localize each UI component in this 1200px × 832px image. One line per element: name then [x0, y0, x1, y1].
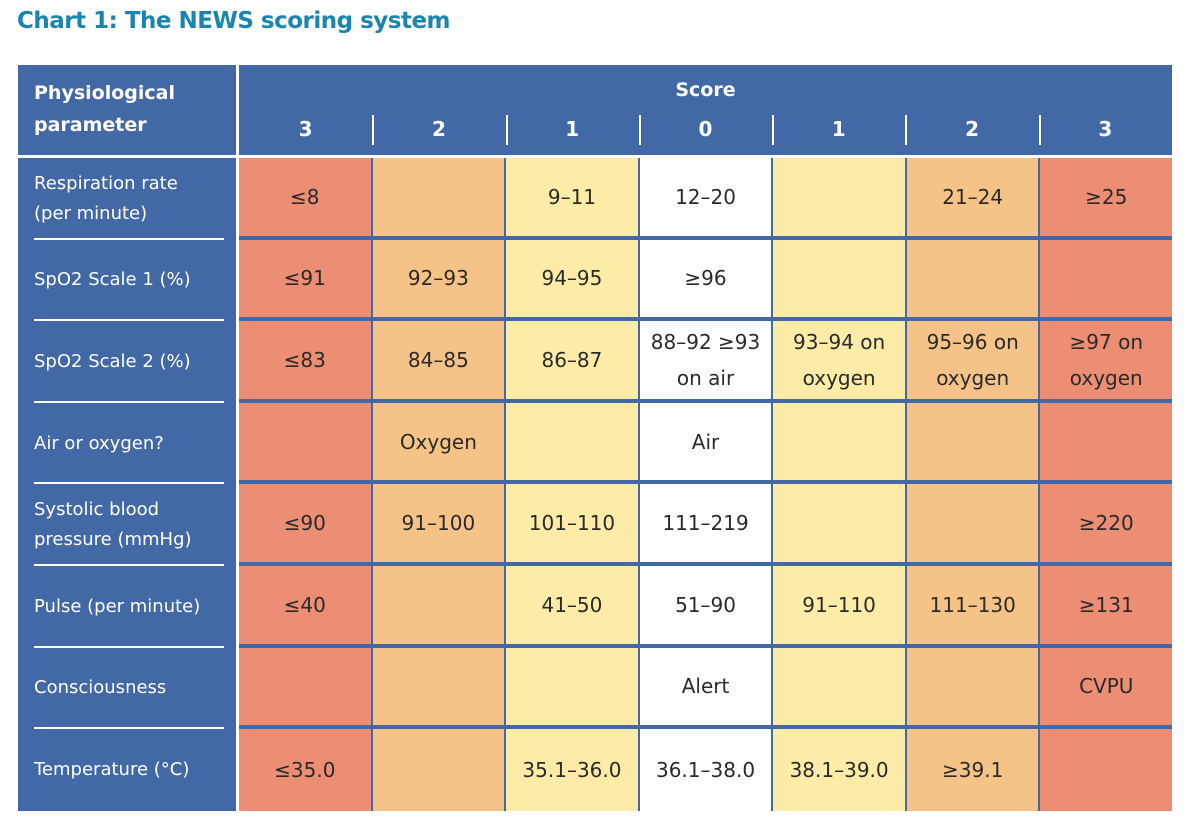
table-row: Temperature (°C) ≤35.0 35.1–36.0 36.1–38.0 3…	[18, 727, 1173, 811]
parameter-name: Consciousness	[18, 645, 236, 730]
header-divider	[18, 155, 1172, 158]
score-cell	[773, 484, 905, 562]
score-cell: 86–87	[506, 321, 638, 399]
score-cell: 101–110	[506, 484, 638, 562]
parameter-name: Pulse (per minute)	[18, 563, 236, 648]
score-cell: 38.1–39.0	[773, 729, 905, 811]
page-title: Chart 1: The NEWS scoring system	[17, 8, 451, 34]
score-cell	[372, 647, 505, 726]
score-cell: ≥39.1	[906, 729, 1039, 811]
score-cell: CVPU	[1040, 647, 1173, 726]
score-cell	[239, 402, 371, 481]
score-cell: 36.1–38.0	[639, 729, 772, 811]
score-cell: ≤8	[239, 158, 371, 236]
score-cell	[906, 647, 1039, 726]
score-cell: ≤40	[239, 565, 371, 644]
parameter-header: Physiological parameter	[34, 82, 175, 136]
score-cell: 35.1–36.0	[506, 729, 638, 811]
score-cell: ≥96	[639, 239, 772, 318]
score-cell	[506, 402, 638, 481]
score-cell: 41–50	[506, 565, 638, 644]
score-cell	[1040, 402, 1173, 481]
score-column-header: 3	[1038, 109, 1172, 149]
table-row: SpO2 Scale 1 (%) ≤91 92–93 94–95 ≥96	[18, 237, 1173, 322]
score-cell: 9–11	[506, 158, 638, 236]
score-cell: Alert	[639, 647, 772, 726]
score-cell: ≤90	[239, 484, 371, 562]
score-cell: 12–20	[639, 158, 772, 236]
score-cell	[773, 158, 905, 236]
score-header: Score	[675, 79, 736, 101]
parameter-name: Temperature (°C)	[18, 727, 236, 811]
score-cell: 111–219	[639, 484, 772, 562]
score-cell	[506, 647, 638, 726]
score-cell: ≥25	[1040, 158, 1173, 236]
score-cell: 88–92 ≥93 on air	[639, 321, 772, 399]
score-cell: Oxygen	[372, 402, 505, 481]
score-cell	[906, 239, 1039, 318]
score-cell	[773, 647, 905, 726]
score-cell: ≥131	[1040, 565, 1173, 644]
score-column-header: 3	[298, 117, 313, 141]
score-cell	[239, 647, 371, 726]
score-cell: 93–94 on oxygen	[773, 321, 905, 399]
score-cell: 91–110	[773, 565, 905, 644]
score-cell: ≤91	[239, 239, 371, 318]
score-cell	[372, 729, 505, 811]
table-row: SpO2 Scale 2 (%) ≤83 84–85 86–87 88–92 ≥93 o…	[18, 319, 1173, 403]
score-cell: Air	[639, 402, 772, 481]
score-cell: 21–24	[906, 158, 1039, 236]
table-row: Respiration rate (per minute) ≤8 9–11 12–20…	[18, 158, 1173, 240]
score-cell: 95–96 on oxygen	[906, 321, 1039, 399]
score-cell: 84–85	[372, 321, 505, 399]
score-cell: ≤35.0	[239, 729, 371, 811]
score-column-header: 2	[372, 109, 505, 149]
score-cell	[1040, 729, 1173, 811]
score-cell: ≥97 on oxygen	[1040, 321, 1173, 399]
table-row: Consciousness Alert CVPU	[18, 645, 1173, 730]
score-column-header: 1	[505, 109, 639, 149]
table-row: Air or oxygen? Oxygen Air	[18, 400, 1173, 485]
score-cell: 94–95	[506, 239, 638, 318]
parameter-name: Systolic blood pressure (mmHg)	[18, 482, 236, 566]
column-divider	[236, 65, 239, 811]
parameter-name: SpO2 Scale 1 (%)	[18, 237, 236, 322]
table-row: Systolic blood pressure (mmHg) ≤90 91–100 1…	[18, 482, 1173, 566]
score-cell: 111–130	[906, 565, 1039, 644]
parameter-name: Air or oxygen?	[18, 400, 236, 485]
score-cell	[1040, 239, 1173, 318]
score-cell	[372, 565, 505, 644]
score-column-header: 1	[772, 109, 905, 149]
score-cell: 92–93	[372, 239, 505, 318]
score-cell: 91–100	[372, 484, 505, 562]
parameter-name: Respiration rate (per minute)	[34, 172, 178, 224]
score-cell	[906, 402, 1039, 481]
score-cell	[906, 484, 1039, 562]
score-cell: ≤83	[239, 321, 371, 399]
score-cell: ≥220	[1040, 484, 1173, 562]
score-column-header: 0	[638, 109, 772, 149]
score-cell: 51–90	[639, 565, 772, 644]
parameter-name: SpO2 Scale 2 (%)	[18, 319, 236, 403]
table-body: Respiration rate (per minute) ≤8 9–11 12–20…	[18, 158, 1173, 811]
score-cell	[372, 158, 505, 236]
score-cell	[773, 402, 905, 481]
score-cell	[773, 239, 905, 318]
table-row: Pulse (per minute) ≤40 41–50 51–90 91–110 111…	[18, 563, 1173, 648]
score-column-header: 2	[905, 109, 1038, 149]
